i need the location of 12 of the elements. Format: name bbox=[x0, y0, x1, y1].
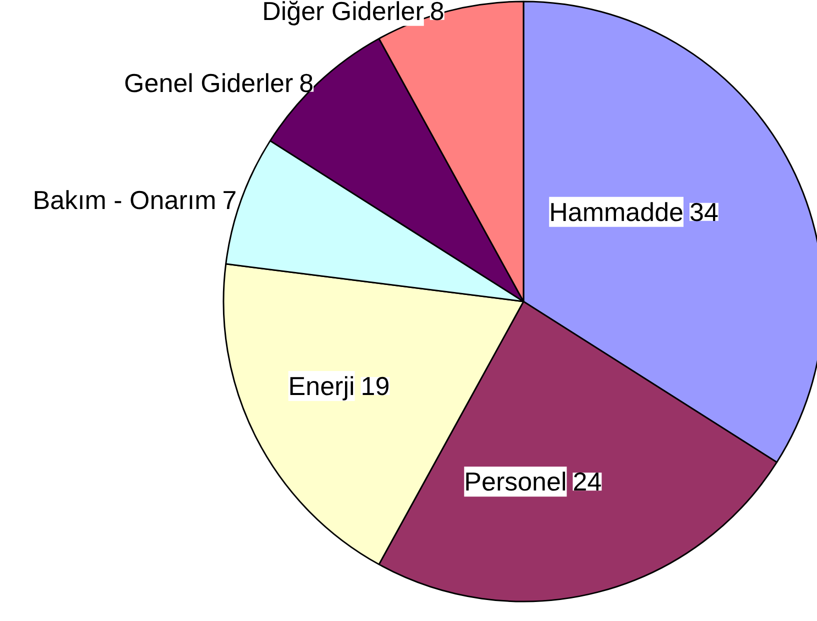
slice-label: Bakım - Onarım bbox=[32, 184, 216, 215]
slice-label: Personel bbox=[464, 466, 567, 497]
data-label: 7 bbox=[222, 184, 237, 215]
data-label: 34 bbox=[689, 196, 718, 227]
data-label: 19 bbox=[360, 370, 390, 401]
slice-label: Enerji bbox=[288, 370, 355, 401]
slice-label: Genel Giderler bbox=[124, 68, 294, 98]
data-label: 8 bbox=[299, 68, 314, 98]
slice-label: Diğer Giderler bbox=[262, 0, 424, 26]
data-label: 8 bbox=[430, 0, 444, 26]
slice-label: Hammadde bbox=[549, 196, 684, 227]
data-label: 24 bbox=[572, 466, 602, 497]
